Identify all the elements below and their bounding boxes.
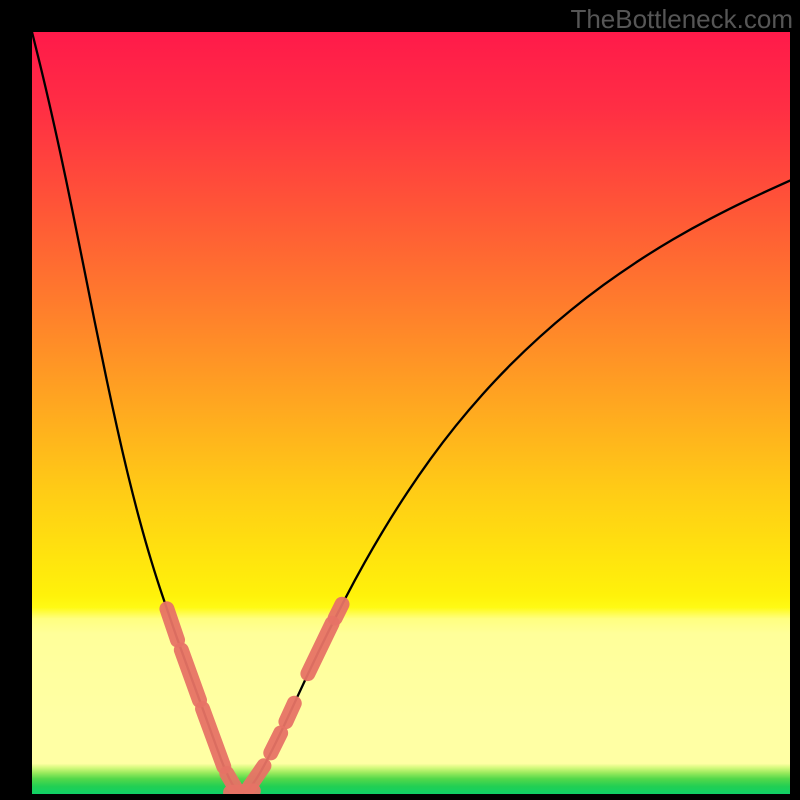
plot-svg [32, 32, 790, 794]
marker-capsule-0 [167, 609, 178, 640]
marker-capsule-9 [335, 604, 342, 618]
plot-area [32, 32, 790, 794]
marker-capsule-6 [271, 733, 281, 753]
watermark-text: TheBottleneck.com [570, 4, 793, 35]
gradient-background [32, 32, 790, 794]
marker-capsule-7 [286, 703, 294, 721]
